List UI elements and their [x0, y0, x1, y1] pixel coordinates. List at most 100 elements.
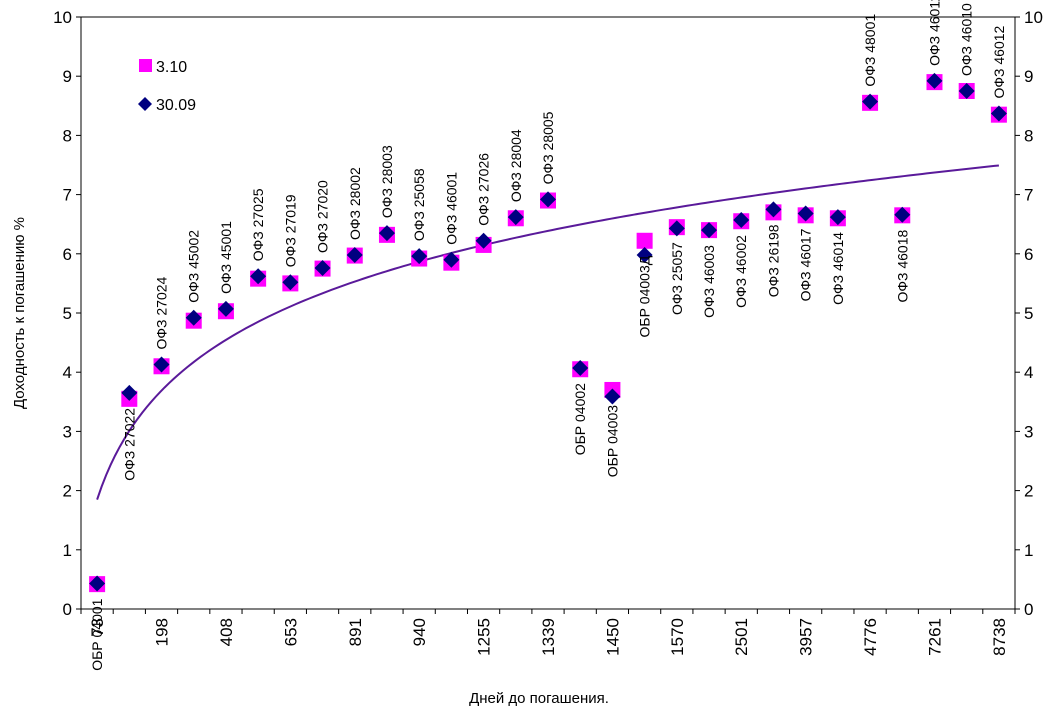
- x-tick-label: 653: [281, 618, 300, 646]
- left-y-tick-label: 4: [63, 363, 72, 382]
- point-30-09: [443, 251, 460, 268]
- x-axis: 73 198 408 653 891 940 1255 1339 1450 1570 2501 395…: [80, 609, 1016, 656]
- x-tick-label: 4776: [861, 618, 880, 656]
- right-y-tick-label: 5: [1024, 304, 1033, 323]
- point-30-09: [475, 232, 492, 249]
- left-y-tick-label: 8: [63, 126, 72, 145]
- legend-marker-3-10: [139, 59, 152, 72]
- right-y-tick-label: 7: [1024, 186, 1033, 205]
- point-30-09: [862, 93, 879, 110]
- point-30-09: [636, 246, 653, 263]
- right-y-tick-label: 3: [1024, 422, 1033, 441]
- point-label: ОФЗ 27025: [250, 188, 266, 261]
- plot-area: [80, 16, 1016, 610]
- point-30-09: [604, 388, 621, 405]
- point-30-09: [250, 268, 267, 285]
- point-label: ОФЗ 46002: [733, 235, 749, 308]
- point-labels: ОБР 04001 ОФЗ 27022 ОФЗ 27024 ОФЗ 45002 ОФЗ …: [89, 0, 1007, 671]
- left-y-tick-label: 7: [63, 186, 72, 205]
- point-30-09: [733, 212, 750, 229]
- point-30-09: [894, 206, 911, 223]
- right-y-tick-label: 9: [1024, 67, 1033, 86]
- plot-frame: [80, 16, 1016, 610]
- point-label: ОФЗ 46018: [894, 230, 910, 303]
- point-30-09: [346, 246, 363, 263]
- left-y-tick-label: 10: [53, 8, 72, 27]
- point-label: ОФЗ 27020: [315, 180, 331, 253]
- point-label: ОФЗ 46012: [991, 25, 1007, 98]
- x-axis-title: Дней до погашения.: [469, 690, 609, 707]
- legend-marker-30-09: [138, 97, 152, 111]
- point-30-09: [185, 309, 202, 326]
- left-y-tick-label: 3: [63, 422, 72, 441]
- legend-label-30-09: 30.09: [156, 97, 196, 114]
- right-y-tick-label: 2: [1024, 482, 1033, 501]
- right-y-axis: 0 1 2 3 4 5 6 7 8 9 10: [1015, 8, 1043, 619]
- x-tick-label: 891: [346, 618, 365, 646]
- left-y-axis: 0 1 2 3 4 5 6 7 8 9 10: [53, 8, 81, 619]
- point-label: ОФЗ 28002: [347, 167, 363, 240]
- left-y-tick-label: 0: [63, 600, 72, 619]
- left-y-tick-label: 2: [63, 482, 72, 501]
- point-label: ОФЗ 28005: [540, 111, 556, 184]
- x-tick-label: 2501: [732, 618, 751, 656]
- legend: 3.10 30.09: [138, 59, 196, 114]
- point-30-09: [378, 225, 395, 242]
- right-y-tick-label: 1: [1024, 541, 1033, 560]
- point-30-09: [668, 220, 685, 237]
- point-3-10: [636, 232, 653, 249]
- x-tick-label: 940: [410, 618, 429, 646]
- left-y-tick-label: 5: [63, 304, 72, 323]
- point-30-09: [507, 209, 524, 226]
- point-label: ОФЗ 48001: [862, 14, 878, 87]
- point-label: ОФЗ 46003: [701, 245, 717, 318]
- right-y-tick-label: 0: [1024, 600, 1033, 619]
- point-label: ОБР 04001: [89, 598, 105, 670]
- x-tick-label: 198: [153, 618, 172, 646]
- point-label: ОФЗ 46017: [798, 228, 814, 301]
- point-30-09: [572, 360, 589, 377]
- point-30-09: [958, 83, 975, 99]
- point-30-09: [990, 105, 1007, 122]
- point-30-09: [411, 248, 428, 265]
- point-label: ОФЗ 27024: [154, 276, 170, 349]
- trendline: [96, 164, 1000, 500]
- point-label: ОФЗ 25058: [411, 168, 427, 241]
- point-label: ОФЗ 27022: [121, 408, 137, 481]
- x-tick-label: 8738: [990, 618, 1009, 656]
- x-tick-label: 1339: [539, 618, 558, 656]
- point-30-09: [89, 575, 106, 592]
- x-tick-label: 7261: [925, 618, 944, 656]
- x-tick-label: 1570: [668, 618, 687, 656]
- legend-label-3-10: 3.10: [156, 59, 187, 76]
- point-label: ОФЗ 26198: [765, 224, 781, 297]
- x-tick-label: 1450: [603, 618, 622, 656]
- point-label: ОФЗ 46001: [443, 172, 459, 245]
- left-y-tick-label: 9: [63, 67, 72, 86]
- point-30-09: [314, 260, 331, 277]
- right-y-tick-label: 6: [1024, 245, 1033, 264]
- point-label: ОФЗ 28004: [508, 129, 524, 202]
- point-30-09: [153, 356, 170, 373]
- point-30-09: [121, 384, 138, 401]
- point-label: ОФЗ 25057: [669, 242, 685, 315]
- point-label: ОФЗ 27026: [476, 153, 492, 226]
- y-axis-title: Доходность к погашению %: [11, 217, 28, 409]
- point-label: ОФЗ 45001: [218, 221, 234, 294]
- point-label: ОФЗ 46010: [959, 3, 975, 76]
- left-y-tick-label: 6: [63, 245, 72, 264]
- point-30-09: [797, 205, 814, 222]
- point-label: ОБР 04003Д: [637, 255, 653, 337]
- right-y-tick-label: 8: [1024, 126, 1033, 145]
- right-y-tick-label: 4: [1024, 363, 1033, 382]
- x-tick-label: 408: [217, 618, 236, 646]
- point-30-09: [701, 222, 718, 239]
- point-label: ОФЗ 46014: [830, 232, 846, 305]
- point-30-09: [829, 209, 846, 226]
- point-label: ОФЗ 28003: [379, 145, 395, 218]
- point-label: ОФЗ 27019: [282, 194, 298, 267]
- x-tick-label: 3957: [797, 618, 816, 656]
- point-label: ОБР 04003: [604, 405, 620, 477]
- point-30-09: [926, 72, 943, 89]
